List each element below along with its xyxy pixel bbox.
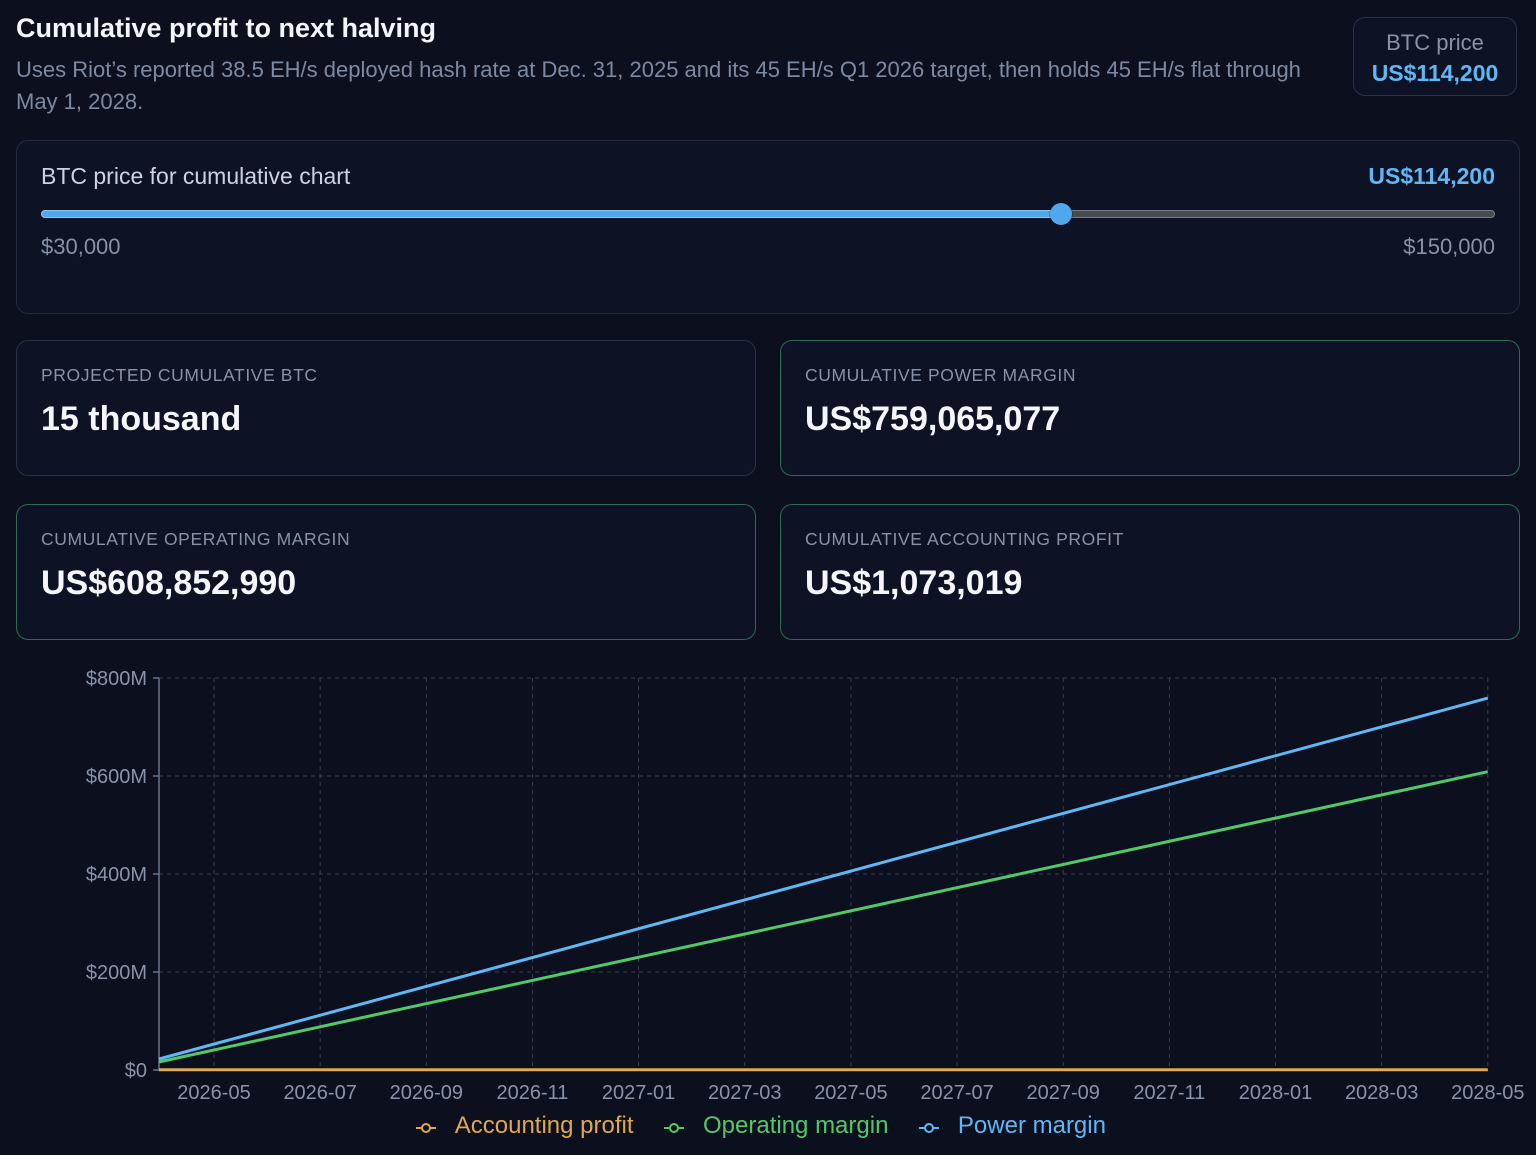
svg-text:2026-07: 2026-07 bbox=[283, 1082, 356, 1104]
svg-text:2028-01: 2028-01 bbox=[1239, 1082, 1312, 1104]
svg-text:2027-07: 2027-07 bbox=[920, 1082, 993, 1104]
svg-text:2027-05: 2027-05 bbox=[814, 1082, 887, 1104]
svg-text:$200M: $200M bbox=[86, 962, 147, 984]
svg-text:2028-03: 2028-03 bbox=[1345, 1082, 1418, 1104]
svg-text:$400M: $400M bbox=[86, 864, 147, 886]
svg-text:2027-11: 2027-11 bbox=[1133, 1082, 1205, 1104]
svg-text:2026-11: 2026-11 bbox=[496, 1082, 568, 1104]
svg-text:$600M: $600M bbox=[86, 766, 147, 788]
svg-text:$800M: $800M bbox=[86, 668, 147, 690]
svg-text:2027-01: 2027-01 bbox=[602, 1082, 675, 1104]
svg-text:2026-09: 2026-09 bbox=[390, 1082, 463, 1104]
svg-text:2028-05: 2028-05 bbox=[1451, 1082, 1524, 1104]
svg-text:2026-05: 2026-05 bbox=[177, 1082, 250, 1104]
svg-text:2027-03: 2027-03 bbox=[708, 1082, 781, 1104]
svg-text:$0: $0 bbox=[125, 1060, 147, 1082]
svg-text:2027-09: 2027-09 bbox=[1026, 1082, 1099, 1104]
